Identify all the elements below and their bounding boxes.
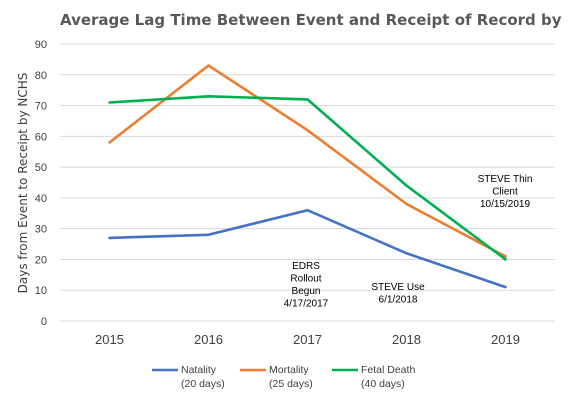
series-line-fetal-death: [108, 95, 507, 261]
annotation: EDRS Rollout Begun 4/17/2017: [284, 261, 329, 310]
x-tick-label: 2015: [95, 332, 124, 347]
series-lines: [108, 64, 507, 289]
x-tick-label: 2018: [392, 332, 421, 347]
series-line-natality: [108, 208, 507, 289]
legend: Natality (20 days) Mortality (25 days) Fetal…: [152, 364, 415, 390]
legend-sublabel: (40 days): [361, 378, 405, 390]
legend-label: Natality: [181, 364, 217, 376]
series-line-mortality: [108, 64, 507, 258]
x-tick-label: 2016: [194, 332, 223, 347]
gridlines: [60, 43, 555, 322]
legend-label: Mortality: [269, 364, 309, 376]
y-tick-label: 90: [35, 39, 47, 51]
y-tick-label: 10: [35, 285, 47, 297]
annotation: STEVE Thin Client 10/15/2019: [478, 174, 533, 210]
chart-title: Average Lag Time Between Event and Recei…: [60, 11, 568, 29]
y-tick-label: 60: [35, 131, 47, 143]
y-tick-labels: 0 10 20 30 40 50 60 70 80 90: [35, 39, 47, 328]
y-tick-label: 70: [35, 101, 47, 113]
y-tick-label: 40: [35, 193, 47, 205]
annotations: EDRS Rollout Begun 4/17/2017 STEVE Use 6/1/20…: [284, 174, 533, 310]
y-axis-label: Days from Event to Receipt by NCHS: [16, 73, 30, 294]
legend-label: Fetal Death: [361, 364, 415, 376]
x-tick-label: 2017: [293, 332, 322, 347]
y-tick-label: 0: [41, 316, 47, 328]
y-tick-label: 50: [35, 162, 47, 174]
y-tick-label: 30: [35, 224, 47, 236]
x-tick-label: 2019: [491, 332, 520, 347]
legend-sublabel: (20 days): [181, 378, 225, 390]
x-tick-labels: 2015 2016 2017 2018 2019: [95, 332, 520, 347]
y-tick-label: 80: [35, 70, 47, 82]
annotation: STEVE Use 6/1/2018: [371, 282, 425, 306]
y-tick-label: 20: [35, 254, 47, 266]
legend-sublabel: (25 days): [269, 378, 313, 390]
